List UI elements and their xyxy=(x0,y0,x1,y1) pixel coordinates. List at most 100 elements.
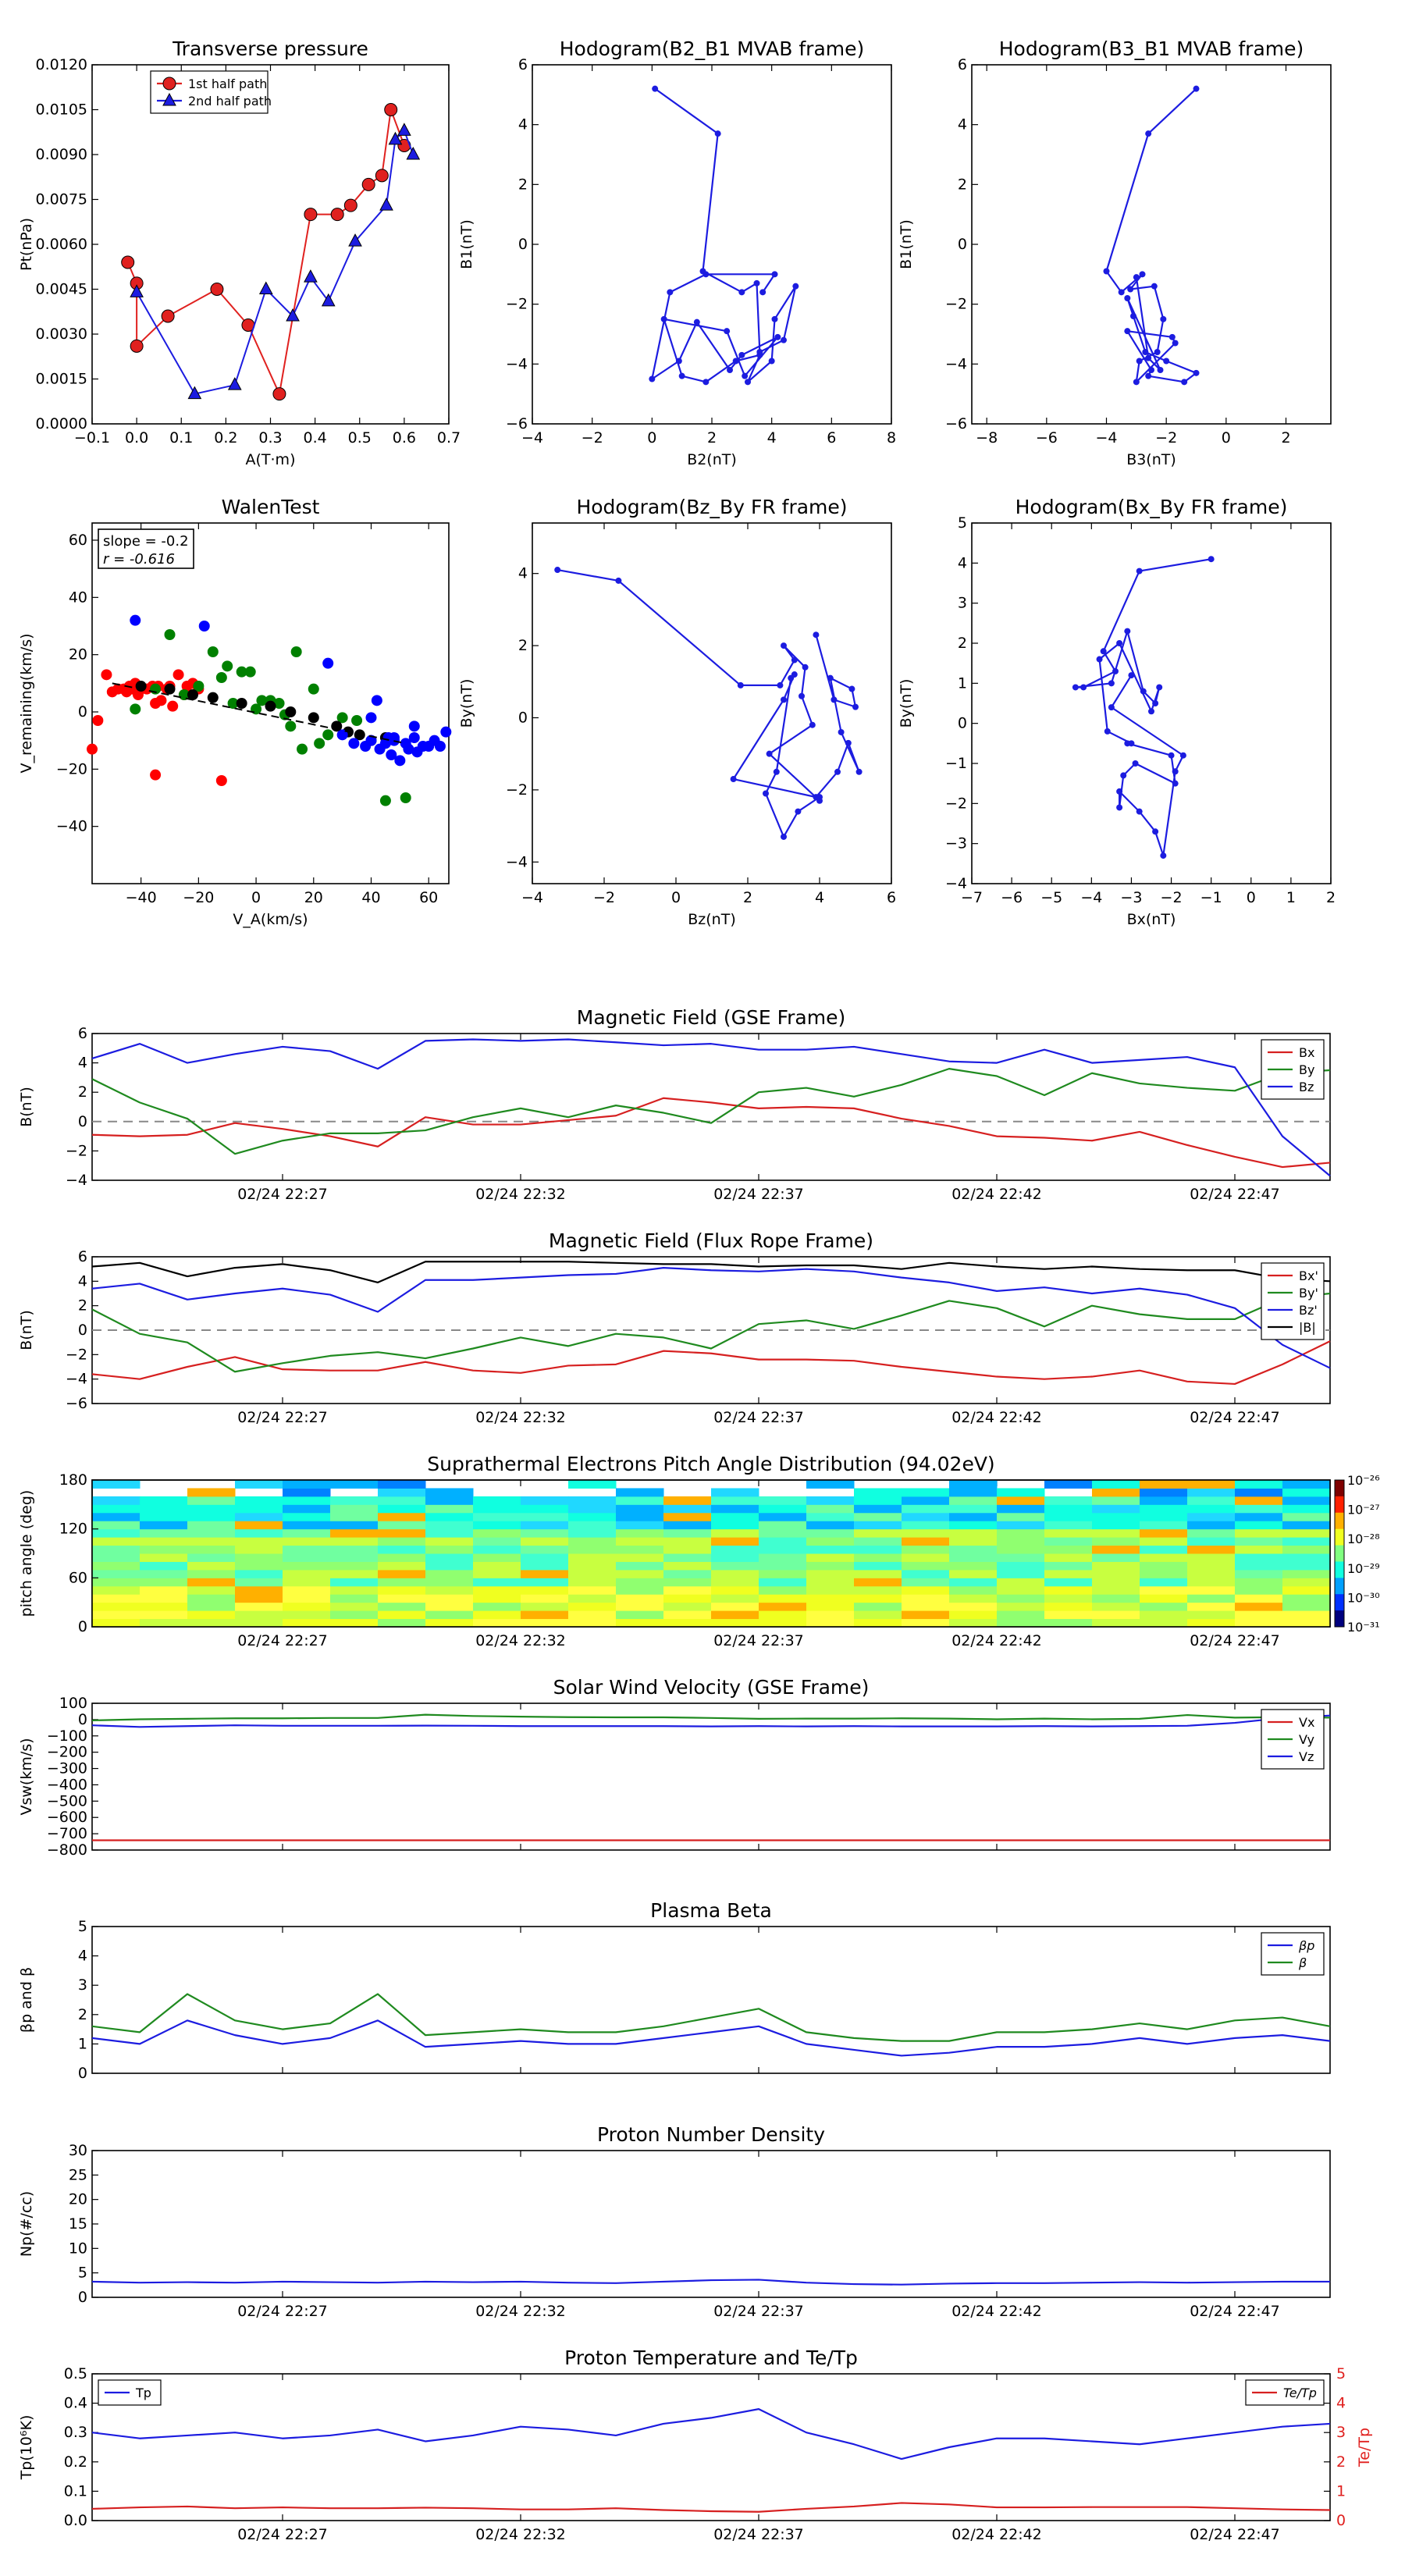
scatter-point xyxy=(130,703,141,715)
heatmap-cell xyxy=(1092,1537,1140,1546)
heatmap-cell xyxy=(1235,1488,1283,1497)
scatter-point xyxy=(167,700,179,712)
x-tick-label: −0.1 xyxy=(74,429,110,447)
legend-box xyxy=(1261,1932,1325,1976)
y-axis-label: By(nT) xyxy=(458,679,475,728)
heatmap-cell xyxy=(806,1496,855,1505)
heatmap-cell xyxy=(1235,1504,1283,1514)
scatter-point xyxy=(215,672,227,683)
data-point xyxy=(675,358,682,365)
heatmap-cell xyxy=(1282,1585,1331,1595)
scatter-point xyxy=(155,695,167,706)
y-tick-label: 100 xyxy=(59,1695,87,1712)
y-tick-label: 0.5 xyxy=(64,2365,87,2382)
heatmap-cell xyxy=(283,1610,331,1620)
x-tick-label: 0.1 xyxy=(169,429,193,447)
heatmap-cell xyxy=(711,1496,759,1505)
heatmap-cell xyxy=(806,1602,855,1611)
x-axis-label: A(T·m) xyxy=(246,451,296,468)
heatmap-cell xyxy=(902,1569,950,1578)
y-axis-label: Vsw(km/s) xyxy=(18,1738,35,1815)
heatmap-cell xyxy=(378,1521,426,1530)
heatmap-cell xyxy=(1092,1521,1140,1530)
heatmap-cell xyxy=(1282,1512,1331,1521)
heatmap-cell xyxy=(283,1480,331,1489)
heatmap-cell xyxy=(140,1618,188,1628)
x-tick-label: 02/24 22:42 xyxy=(951,2526,1042,2543)
heatmap-cell xyxy=(140,1512,188,1521)
scatter-point xyxy=(187,689,198,700)
data-point xyxy=(161,309,175,323)
data-point xyxy=(753,279,760,286)
heatmap-cell xyxy=(759,1512,807,1521)
scatter-point xyxy=(285,706,297,717)
heatmap-cell xyxy=(425,1537,474,1546)
heatmap-cell xyxy=(1235,1594,1283,1603)
data-point xyxy=(1096,656,1103,663)
heatmap-cell xyxy=(1140,1569,1188,1578)
data-point xyxy=(1193,369,1200,376)
heatmap-cell xyxy=(568,1585,617,1595)
heatmap-cell xyxy=(711,1561,759,1571)
chart-title: WalenTest xyxy=(222,496,320,518)
x-tick-label: 4 xyxy=(767,429,777,447)
heatmap-cell xyxy=(521,1496,569,1505)
x-tick-label: 0 xyxy=(647,429,656,447)
heatmap-cell xyxy=(759,1537,807,1546)
y-tick-label: 1 xyxy=(78,2035,87,2052)
colorbar-segment xyxy=(1335,1545,1344,1562)
heatmap-cell xyxy=(1044,1618,1093,1628)
data-point xyxy=(791,671,798,678)
data-point xyxy=(1140,688,1147,695)
heatmap-cell xyxy=(854,1585,902,1595)
heatmap-cell xyxy=(425,1488,474,1497)
colorbar-segment xyxy=(1335,1528,1344,1546)
chart-title: Hodogram(Bx_By FR frame) xyxy=(1016,496,1288,518)
chart-title: Transverse pressure xyxy=(172,37,368,60)
heatmap-cell xyxy=(521,1553,569,1562)
heatmap-cell xyxy=(997,1504,1045,1514)
series-line xyxy=(91,1292,1331,1373)
heatmap-cell xyxy=(949,1504,998,1514)
heatmap-cell xyxy=(1044,1537,1093,1546)
y-tick-label: −300 xyxy=(47,1760,87,1777)
heatmap-cell xyxy=(425,1496,474,1505)
scatter-point xyxy=(336,729,348,741)
heatmap-cell xyxy=(854,1569,902,1578)
y-tick-label: 0.1 xyxy=(64,2482,87,2500)
chart-magGSE: Magnetic Field (GSE Frame) B(nT) 02/24 22:… xyxy=(18,1006,1331,1203)
heatmap-cell xyxy=(425,1521,474,1530)
data-point xyxy=(1100,648,1107,655)
heatmap-cell xyxy=(1140,1545,1188,1554)
heatmap-cell xyxy=(187,1545,236,1554)
heatmap-cell xyxy=(568,1561,617,1571)
heatmap-cell xyxy=(140,1537,188,1546)
heatmap-cell xyxy=(806,1578,855,1587)
scatter-point xyxy=(297,743,308,755)
series-line xyxy=(91,1038,1331,1177)
heatmap-cell xyxy=(473,1496,521,1505)
chart-tp2: Proton Temperature and Te/Tp Tp(10⁶K) 02/2… xyxy=(18,2347,1373,2543)
data-point xyxy=(845,739,852,746)
x-tick-label: −1 xyxy=(1200,889,1222,906)
heatmap-cell xyxy=(949,1496,998,1505)
heatmap-cell xyxy=(663,1585,712,1595)
heatmap-cell xyxy=(854,1594,902,1603)
legend-label: Bx xyxy=(1299,1045,1314,1060)
heatmap-cell xyxy=(1140,1488,1188,1497)
y-tick-label: −6 xyxy=(945,415,967,432)
heatmap-cell xyxy=(1187,1610,1236,1620)
legend-label: Tp xyxy=(135,2386,151,2400)
heatmap-cell xyxy=(997,1553,1045,1562)
data-point xyxy=(1133,379,1140,386)
heatmap-cell xyxy=(711,1578,759,1587)
series-line xyxy=(91,1993,1331,2042)
y-tick-label: 0.3 xyxy=(64,2424,87,2441)
y-tick-label: −100 xyxy=(47,1727,87,1745)
heatmap-cell xyxy=(92,1553,140,1562)
heatmap-cell xyxy=(235,1537,283,1546)
heatmap-cell xyxy=(997,1528,1045,1538)
heatmap-cell xyxy=(663,1553,712,1562)
legend-label: Vy xyxy=(1299,1732,1314,1747)
legend-label: Bz xyxy=(1299,1080,1314,1094)
